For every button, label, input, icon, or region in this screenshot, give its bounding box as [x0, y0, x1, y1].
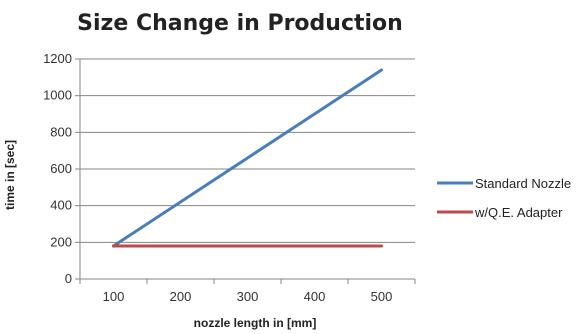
x-tick-label: 300	[237, 289, 259, 304]
chart-title: Size Change in Production	[77, 11, 403, 36]
grid	[80, 58, 415, 243]
series-line-standard-nozzle	[112, 68, 383, 248]
legend-label-standard-nozzle: Standard Nozzle	[475, 176, 571, 191]
legend-label-w-q-e-adapter: w/Q.E. Adapter	[474, 205, 563, 220]
series-layer	[112, 68, 383, 248]
x-tick-label: 500	[371, 289, 393, 304]
y-tick-label: 400	[50, 198, 72, 213]
y-tick-label: 1000	[43, 88, 72, 103]
x-tick-label: 200	[170, 289, 192, 304]
x-axis-label: nozzle length in [mm]	[194, 316, 317, 330]
x-tick-label: 100	[103, 289, 125, 304]
y-axis-label: time in [sec]	[3, 140, 17, 210]
x-tick-label: 400	[304, 289, 326, 304]
y-axis: 0 200 400 600 800 1000 1200	[43, 51, 81, 286]
x-axis: 100 200 300 400 500	[79, 278, 416, 304]
y-tick-label: 1200	[43, 51, 72, 66]
y-tick-label: 600	[50, 161, 72, 176]
y-tick-label: 200	[50, 234, 72, 249]
y-tick-label: 800	[50, 124, 72, 139]
legend: Standard Nozzle w/Q.E. Adapter	[437, 176, 571, 220]
y-tick-label: 0	[65, 271, 72, 286]
